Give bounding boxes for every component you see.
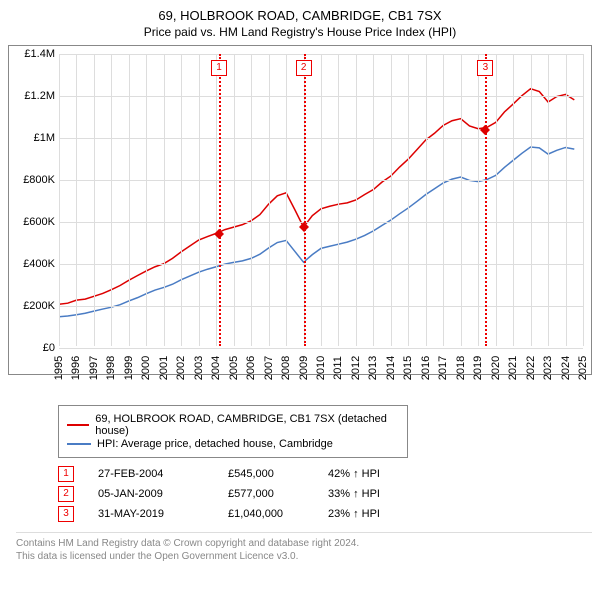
legend-label: HPI: Average price, detached house, Camb… xyxy=(97,438,333,450)
x-tick-label: 2025 xyxy=(577,356,589,380)
chart-title: 69, HOLBROOK ROAD, CAMBRIDGE, CB1 7SX xyxy=(8,8,592,23)
x-tick-label: 2009 xyxy=(298,356,310,380)
x-tick-label: 2005 xyxy=(228,356,240,380)
x-tick-label: 1997 xyxy=(88,356,100,380)
footer: Contains HM Land Registry data © Crown c… xyxy=(16,532,592,563)
sale-marker-line xyxy=(485,54,487,346)
legend-swatch xyxy=(67,443,91,445)
x-tick-label: 1999 xyxy=(123,356,135,380)
y-tick-label: £1M xyxy=(9,132,55,144)
x-tick-label: 2015 xyxy=(402,356,414,380)
sale-date: 05-JAN-2009 xyxy=(98,488,228,500)
x-tick-label: 2013 xyxy=(367,356,379,380)
x-tick-label: 2023 xyxy=(542,356,554,380)
chart-plot: £0£200K£400K£600K£800K£1M£1.2M£1.4M19951… xyxy=(59,54,583,346)
y-tick-label: £1.4M xyxy=(9,48,55,60)
series-line xyxy=(59,147,574,317)
footer-line-1: Contains HM Land Registry data © Crown c… xyxy=(16,537,592,550)
sale-date: 31-MAY-2019 xyxy=(98,508,228,520)
sale-marker-dot xyxy=(480,125,490,135)
legend-item: HPI: Average price, detached house, Camb… xyxy=(67,438,399,450)
sale-diff: 23% ↑ HPI xyxy=(328,508,418,520)
y-tick-label: £400K xyxy=(9,258,55,270)
chart-area: £0£200K£400K£600K£800K£1M£1.2M£1.4M19951… xyxy=(8,45,592,375)
sale-row: 2 05-JAN-2009£577,00033% ↑ HPI xyxy=(58,486,592,502)
y-tick-label: £1.2M xyxy=(9,90,55,102)
x-tick-label: 2019 xyxy=(472,356,484,380)
x-tick-label: 2020 xyxy=(490,356,502,380)
x-tick-label: 2000 xyxy=(140,356,152,380)
series-line xyxy=(59,89,574,305)
legend-swatch xyxy=(67,424,89,426)
x-tick-label: 2006 xyxy=(245,356,257,380)
y-tick-label: £0 xyxy=(9,342,55,354)
x-tick-label: 2024 xyxy=(560,356,572,380)
sale-marker-line xyxy=(219,54,221,346)
x-tick-label: 2018 xyxy=(455,356,467,380)
sale-price: £1,040,000 xyxy=(228,508,328,520)
x-tick-label: 2021 xyxy=(507,356,519,380)
sale-marker-dot xyxy=(299,222,309,232)
sale-row: 1 27-FEB-2004£545,00042% ↑ HPI xyxy=(58,466,592,482)
x-tick-label: 2017 xyxy=(437,356,449,380)
sale-date: 27-FEB-2004 xyxy=(98,468,228,480)
sale-marker-badge: 1 xyxy=(211,60,227,76)
x-tick-label: 2010 xyxy=(315,356,327,380)
x-tick-label: 1996 xyxy=(70,356,82,380)
x-tick-label: 2008 xyxy=(280,356,292,380)
sale-badge: 2 xyxy=(58,486,74,502)
sale-marker-dot xyxy=(214,229,224,239)
x-tick-label: 2001 xyxy=(158,356,170,380)
sale-price: £577,000 xyxy=(228,488,328,500)
sale-badge: 1 xyxy=(58,466,74,482)
y-tick-label: £800K xyxy=(9,174,55,186)
sale-marker-line xyxy=(304,54,306,346)
x-tick-label: 2011 xyxy=(332,356,344,380)
sale-diff: 42% ↑ HPI xyxy=(328,468,418,480)
sale-diff: 33% ↑ HPI xyxy=(328,488,418,500)
x-tick-label: 1995 xyxy=(53,356,65,380)
x-tick-label: 1998 xyxy=(105,356,117,380)
legend: 69, HOLBROOK ROAD, CAMBRIDGE, CB1 7SX (d… xyxy=(58,405,408,458)
x-tick-label: 2002 xyxy=(175,356,187,380)
x-tick-label: 2012 xyxy=(350,356,362,380)
sale-badge: 3 xyxy=(58,506,74,522)
x-tick-label: 2004 xyxy=(210,356,222,380)
sale-row: 3 31-MAY-2019£1,040,00023% ↑ HPI xyxy=(58,506,592,522)
x-tick-label: 2014 xyxy=(385,356,397,380)
y-tick-label: £200K xyxy=(9,300,55,312)
sale-marker-badge: 3 xyxy=(477,60,493,76)
x-tick-label: 2003 xyxy=(193,356,205,380)
sale-price: £545,000 xyxy=(228,468,328,480)
sales-table: 1 27-FEB-2004£545,00042% ↑ HPI 2 05-JAN-200… xyxy=(58,466,592,522)
legend-label: 69, HOLBROOK ROAD, CAMBRIDGE, CB1 7SX (d… xyxy=(95,413,399,437)
x-tick-label: 2007 xyxy=(263,356,275,380)
x-tick-label: 2022 xyxy=(525,356,537,380)
y-tick-label: £600K xyxy=(9,216,55,228)
chart-subtitle: Price paid vs. HM Land Registry's House … xyxy=(8,25,592,39)
x-tick-label: 2016 xyxy=(420,356,432,380)
sale-marker-badge: 2 xyxy=(296,60,312,76)
legend-item: 69, HOLBROOK ROAD, CAMBRIDGE, CB1 7SX (d… xyxy=(67,413,399,437)
footer-line-2: This data is licensed under the Open Gov… xyxy=(16,550,592,563)
